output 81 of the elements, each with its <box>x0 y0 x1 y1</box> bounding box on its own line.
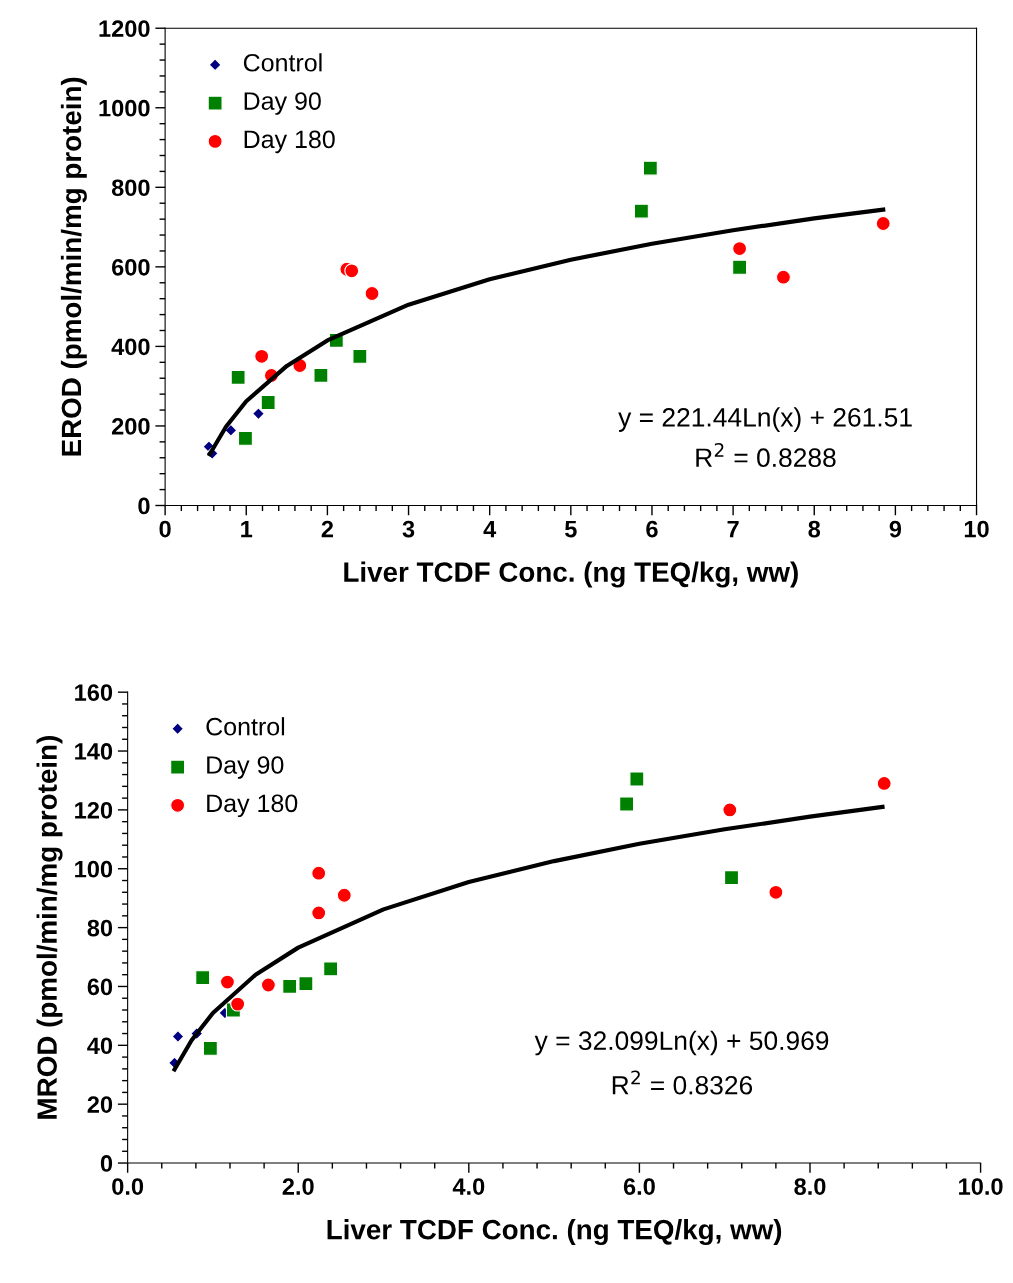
point <box>633 203 649 219</box>
legend-label: Day 90 <box>207 756 284 779</box>
point <box>775 269 791 285</box>
point <box>311 865 327 881</box>
point <box>364 286 380 302</box>
y-tick-label: 120 <box>75 801 113 819</box>
x-tick-label: 10.0 <box>959 1178 1003 1195</box>
annotation: R$^{2}$ = 0.8326 <box>612 1070 753 1095</box>
point <box>251 407 265 421</box>
point <box>195 970 211 986</box>
y-axis-title: EROD (pmol/min/mg protein) <box>60 77 87 456</box>
x-tick-label: 10 <box>964 520 989 538</box>
point <box>298 976 314 992</box>
point <box>282 978 298 994</box>
legend-label: Control <box>243 53 322 72</box>
point <box>260 394 276 410</box>
point <box>732 259 748 275</box>
legend-label: Day 180 <box>207 794 298 818</box>
point <box>722 802 738 818</box>
x-tick-label: 6 <box>646 520 658 538</box>
annotation: y = 221.44Ln(x) + 261.51 <box>618 407 912 432</box>
point <box>237 430 253 446</box>
point <box>629 771 645 787</box>
x-tick-label: 8 <box>808 520 821 538</box>
y-axis-title: MROD (pmol/min/mg protein) <box>36 736 63 1119</box>
y-tick-label: 800 <box>111 179 150 197</box>
y-tick-label: 60 <box>87 978 113 996</box>
point <box>311 905 327 921</box>
point <box>230 369 246 385</box>
point <box>875 216 891 232</box>
x-axis-title: Liver TCDF Conc. (ng TEQ/kg, ww) <box>327 1219 782 1246</box>
point <box>352 348 368 364</box>
y-tick-label: 80 <box>87 919 113 937</box>
x-tick-label: 8.0 <box>794 1178 826 1195</box>
y-tick-label: 20 <box>87 1096 113 1113</box>
point <box>254 348 270 364</box>
point <box>344 263 360 279</box>
y-tick-label: 140 <box>75 743 113 760</box>
legend-label: Day 90 <box>244 92 321 115</box>
x-tick-label: 6.0 <box>623 1178 655 1195</box>
x-tick-label: 9 <box>889 520 902 538</box>
annotation: y = 32.099Ln(x) + 50.969 <box>534 1030 829 1056</box>
y-tick-label: 0 <box>138 497 150 515</box>
y-tick-label: 100 <box>75 860 113 878</box>
point <box>642 160 658 176</box>
y-tick-label: 200 <box>111 418 150 435</box>
x-tick-label: 3 <box>402 520 415 538</box>
point <box>336 887 352 903</box>
y-tick-label: 600 <box>112 258 150 276</box>
point <box>876 775 892 791</box>
y-tick-label: 400 <box>111 338 150 356</box>
x-tick-label: 5 <box>564 520 577 538</box>
point <box>732 241 748 257</box>
x-tick-label: 2 <box>321 520 334 538</box>
legend-label: Day 180 <box>244 130 335 154</box>
x-tick-label: 1 <box>241 520 253 538</box>
point <box>313 367 329 383</box>
point <box>260 977 276 993</box>
x-tick-label: 4 <box>483 520 497 538</box>
point <box>768 884 784 900</box>
point <box>202 1040 218 1056</box>
annotation: R$^{2}$ = 0.8288 <box>696 442 836 468</box>
y-tick-label: 1200 <box>99 20 150 38</box>
y-tick-label: 40 <box>87 1037 113 1055</box>
legend-label: Control <box>206 717 285 736</box>
x-tick-label: 4.0 <box>452 1178 485 1195</box>
y-tick-label: 0 <box>100 1155 113 1172</box>
y-tick-label: 160 <box>75 684 113 701</box>
point <box>619 796 635 812</box>
x-tick-label: 7 <box>727 520 739 538</box>
x-axis-title: Liver TCDF Conc. (ng TEQ/kg, ww) <box>344 561 798 588</box>
x-tick-label: 0 <box>159 520 171 538</box>
point <box>219 974 235 990</box>
point <box>171 1030 185 1043</box>
point <box>230 996 246 1012</box>
point <box>724 870 740 886</box>
y-tick-label: 1000 <box>99 99 150 117</box>
point <box>224 423 238 437</box>
x-tick-label: 0.0 <box>112 1178 144 1195</box>
point <box>323 961 339 977</box>
x-tick-label: 2.0 <box>282 1178 314 1195</box>
